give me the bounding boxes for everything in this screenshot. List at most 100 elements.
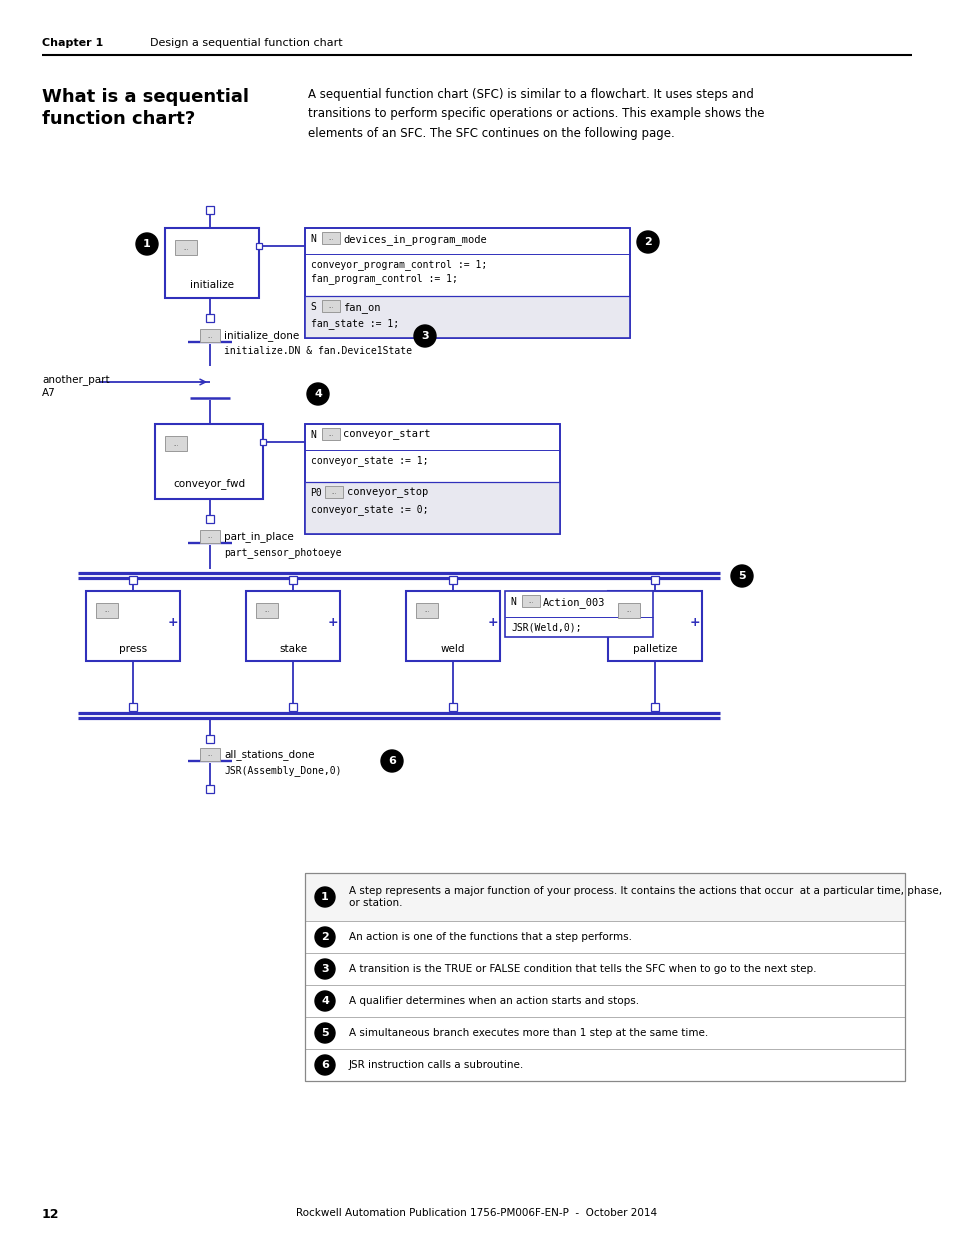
Text: A sequential function chart (SFC) is similar to a flowchart. It uses steps and
t: A sequential function chart (SFC) is sim… bbox=[308, 88, 763, 140]
Bar bbox=[607, 592, 701, 661]
Bar bbox=[322, 429, 339, 440]
Text: Design a sequential function chart: Design a sequential function chart bbox=[150, 38, 342, 48]
Text: conveyor_state := 0;: conveyor_state := 0; bbox=[311, 504, 428, 515]
Bar bbox=[206, 314, 213, 322]
Circle shape bbox=[136, 233, 158, 254]
Text: conveyor_program_control := 1;: conveyor_program_control := 1; bbox=[311, 259, 487, 270]
Text: part_sensor_photoeye: part_sensor_photoeye bbox=[224, 547, 341, 558]
Text: ...: ... bbox=[207, 535, 213, 540]
Text: P0: P0 bbox=[310, 488, 321, 498]
Text: Action_003: Action_003 bbox=[542, 597, 605, 608]
Text: 1: 1 bbox=[321, 892, 329, 902]
Text: conveyor_stop: conveyor_stop bbox=[347, 488, 428, 499]
Bar bbox=[449, 703, 456, 711]
Text: press: press bbox=[119, 643, 147, 655]
Text: 5: 5 bbox=[321, 1028, 329, 1037]
Bar bbox=[206, 785, 213, 793]
Text: ...: ... bbox=[207, 333, 213, 338]
Circle shape bbox=[414, 325, 436, 347]
Bar bbox=[416, 603, 437, 618]
Bar bbox=[305, 228, 629, 338]
Bar bbox=[96, 603, 118, 618]
Bar bbox=[200, 530, 220, 543]
Bar bbox=[650, 703, 659, 711]
Text: fan_on: fan_on bbox=[343, 303, 380, 312]
Bar bbox=[200, 329, 220, 342]
Text: 6: 6 bbox=[321, 1060, 329, 1070]
Circle shape bbox=[314, 1055, 335, 1074]
Bar bbox=[305, 953, 904, 986]
Text: JSR(Weld,0);: JSR(Weld,0); bbox=[511, 622, 581, 634]
Text: initialize.DN & fan.Device1State: initialize.DN & fan.Device1State bbox=[224, 346, 412, 356]
Text: 4: 4 bbox=[321, 995, 329, 1007]
Text: ...: ... bbox=[328, 304, 334, 309]
Bar bbox=[521, 595, 539, 606]
Bar bbox=[322, 300, 339, 312]
Text: ...: ... bbox=[183, 246, 189, 251]
Text: Rockwell Automation Publication 1756-PM006F-EN-P  -  October 2014: Rockwell Automation Publication 1756-PM0… bbox=[296, 1208, 657, 1218]
Bar bbox=[504, 592, 652, 637]
Bar bbox=[255, 603, 277, 618]
Text: ...: ... bbox=[626, 609, 631, 614]
Text: A qualifier determines when an action starts and stops.: A qualifier determines when an action st… bbox=[349, 995, 639, 1007]
Text: conveyor_state := 1;: conveyor_state := 1; bbox=[311, 454, 428, 466]
Bar bbox=[154, 424, 263, 499]
Bar bbox=[305, 296, 629, 338]
Text: initialize_done: initialize_done bbox=[224, 330, 299, 341]
Text: part_in_place: part_in_place bbox=[224, 531, 294, 542]
Text: JSR(Assembly_Done,0): JSR(Assembly_Done,0) bbox=[224, 764, 341, 776]
Bar bbox=[618, 603, 639, 618]
Text: A7: A7 bbox=[42, 388, 55, 398]
Text: 3: 3 bbox=[420, 331, 428, 341]
Text: 5: 5 bbox=[738, 571, 745, 580]
Text: ...: ... bbox=[173, 441, 178, 447]
Text: ...: ... bbox=[104, 609, 110, 614]
Bar bbox=[305, 921, 904, 953]
Bar bbox=[165, 436, 187, 451]
Text: 2: 2 bbox=[643, 237, 651, 247]
Text: ...: ... bbox=[528, 599, 533, 604]
Bar bbox=[305, 873, 904, 1081]
Bar bbox=[322, 232, 339, 245]
Text: 6: 6 bbox=[388, 756, 395, 766]
Bar bbox=[206, 515, 213, 522]
Bar bbox=[305, 424, 559, 534]
Bar bbox=[200, 748, 220, 761]
Text: 4: 4 bbox=[314, 389, 321, 399]
Text: 3: 3 bbox=[321, 965, 329, 974]
Circle shape bbox=[314, 960, 335, 979]
Text: S: S bbox=[310, 303, 315, 312]
Circle shape bbox=[314, 1023, 335, 1044]
Circle shape bbox=[637, 231, 659, 253]
Text: ...: ... bbox=[207, 752, 213, 757]
Bar bbox=[305, 228, 629, 338]
Text: another_part: another_part bbox=[42, 374, 110, 385]
Text: fan_program_control := 1;: fan_program_control := 1; bbox=[311, 273, 457, 284]
Text: weld: weld bbox=[440, 643, 465, 655]
Bar bbox=[305, 424, 559, 534]
Circle shape bbox=[307, 383, 329, 405]
Bar bbox=[650, 576, 659, 584]
Text: conveyor_start: conveyor_start bbox=[343, 430, 430, 441]
Bar bbox=[305, 986, 904, 1016]
Bar bbox=[129, 703, 137, 711]
Bar bbox=[289, 576, 296, 584]
Text: JSR instruction calls a subroutine.: JSR instruction calls a subroutine. bbox=[349, 1060, 524, 1070]
Text: ...: ... bbox=[264, 609, 270, 614]
Text: N: N bbox=[310, 430, 315, 440]
Text: initialize: initialize bbox=[190, 280, 233, 290]
Text: An action is one of the functions that a step performs.: An action is one of the functions that a… bbox=[349, 932, 631, 942]
Text: palletize: palletize bbox=[632, 643, 677, 655]
Text: ...: ... bbox=[424, 609, 429, 614]
Text: all_stations_done: all_stations_done bbox=[224, 748, 314, 760]
Text: ...: ... bbox=[328, 432, 334, 437]
Text: A simultaneous branch executes more than 1 step at the same time.: A simultaneous branch executes more than… bbox=[349, 1028, 707, 1037]
Text: fan_state := 1;: fan_state := 1; bbox=[311, 317, 398, 329]
Text: +: + bbox=[487, 615, 497, 629]
Text: ...: ... bbox=[331, 490, 336, 495]
Text: +: + bbox=[689, 615, 700, 629]
Bar bbox=[246, 592, 339, 661]
Circle shape bbox=[380, 750, 402, 772]
Bar bbox=[305, 1049, 904, 1081]
Text: 12: 12 bbox=[42, 1208, 59, 1221]
